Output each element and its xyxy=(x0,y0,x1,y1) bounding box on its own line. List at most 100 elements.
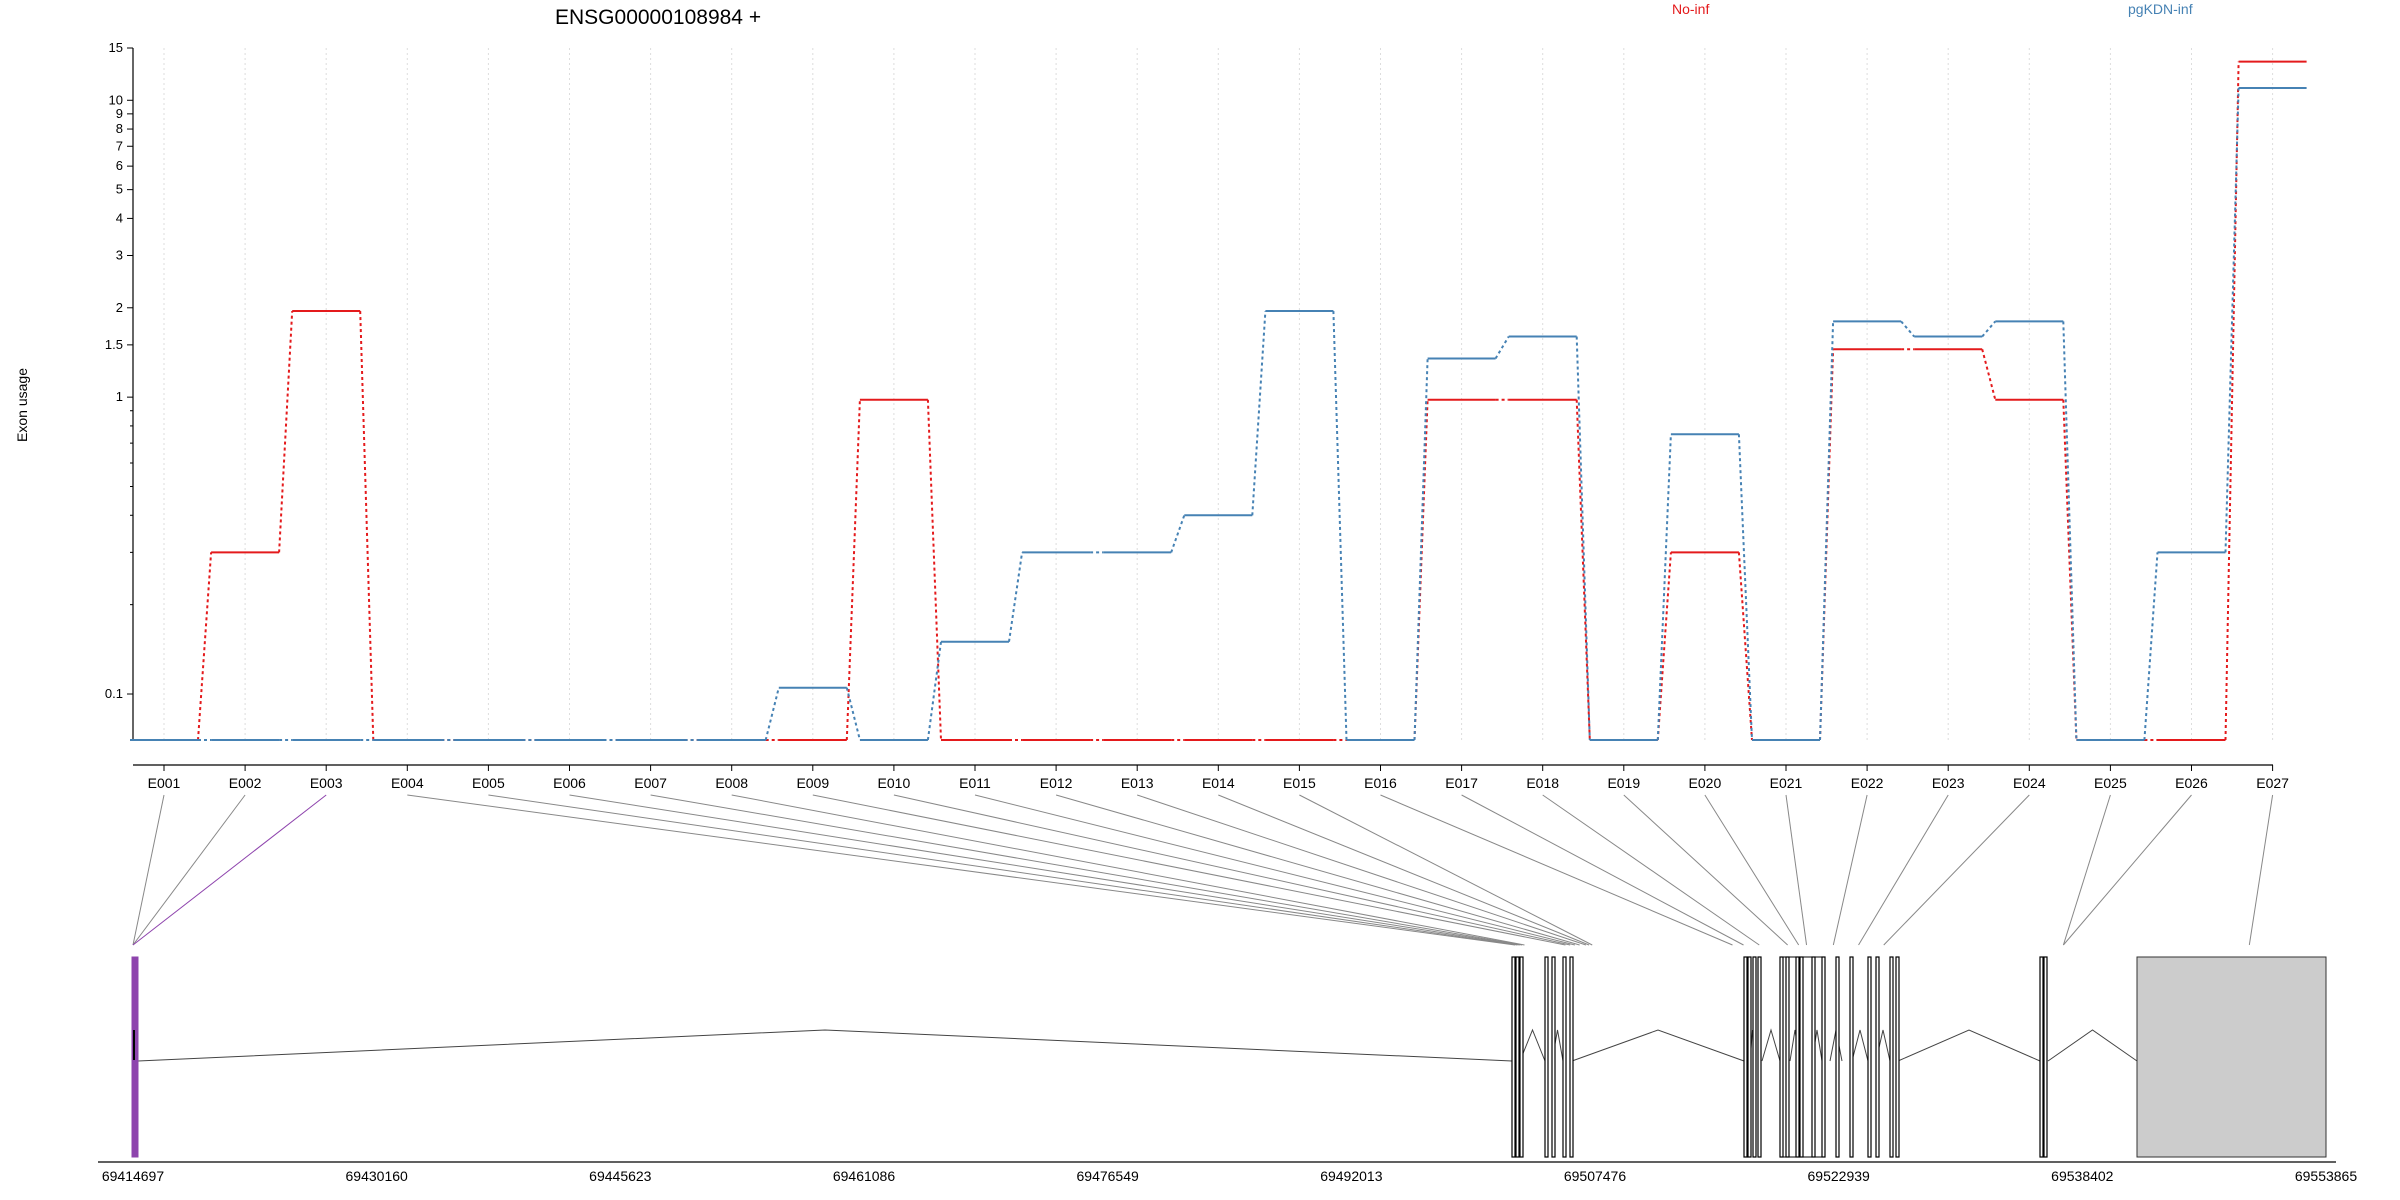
coord-tick-label: 69538402 xyxy=(2051,1168,2114,1184)
y-tick-label: 9 xyxy=(116,106,123,121)
x-tick-label-E008: E008 xyxy=(715,775,748,791)
connector-E024 xyxy=(1883,794,2030,946)
y-tick-label: 0.1 xyxy=(105,686,123,701)
series-connector-pgKDN-inf xyxy=(2062,321,2078,741)
connector-E017 xyxy=(1461,794,1744,946)
connector-E018 xyxy=(1542,794,1760,946)
coord-tick-label: 69553865 xyxy=(2295,1168,2358,1184)
connector-E020 xyxy=(1704,794,1800,946)
connector-E005 xyxy=(488,794,1518,946)
connector-E016 xyxy=(1380,794,1733,946)
series-connector-pgKDN-inf xyxy=(1656,434,1672,741)
coord-tick-label: 69507476 xyxy=(1564,1168,1627,1184)
exon-block xyxy=(1757,956,1762,1158)
x-tick-label-E015: E015 xyxy=(1283,775,1316,791)
intron-line xyxy=(1761,1028,1781,1062)
exon-block xyxy=(1743,956,1748,1158)
series-connector-No-inf xyxy=(926,399,942,741)
intron-line xyxy=(1519,1028,1546,1062)
legend-series-1: No-inf xyxy=(1672,1,1709,17)
x-tick-label-E018: E018 xyxy=(1526,775,1559,791)
y-tick-label: 1 xyxy=(116,389,123,404)
connector-E009 xyxy=(812,794,1566,946)
gene-title: ENSG00000108984 + xyxy=(555,6,761,29)
genomic-coordinate-axis: 69414697 69430160 69445623 69461086 69476549… xyxy=(98,1161,2358,1184)
y-tick-label: 8 xyxy=(116,121,123,136)
vertical-grid xyxy=(163,48,2274,740)
connector-E001 xyxy=(132,794,165,946)
connector-E025 xyxy=(2062,794,2111,946)
series-connector-pgKDN-inf xyxy=(764,687,780,741)
series-connector-pgKDN-inf xyxy=(1332,311,1348,741)
coord-tick-label: 69492013 xyxy=(1320,1168,1383,1184)
x-tick-label-E002: E002 xyxy=(229,775,262,791)
series-connector-pgKDN-inf xyxy=(1981,320,1997,338)
exon-block xyxy=(1785,956,1790,1158)
y-tick-label: 7 xyxy=(116,138,123,153)
connector-E007 xyxy=(650,794,1523,946)
x-tick-label-E022: E022 xyxy=(1851,775,1884,791)
x-tick-label-E001: E001 xyxy=(148,775,181,791)
connector-E012 xyxy=(1055,794,1580,946)
series-connector-pgKDN-inf xyxy=(1819,321,1835,741)
y-axis-label: Exon usage xyxy=(14,368,30,442)
intron-line xyxy=(137,1029,1513,1062)
y-tick-label: 1.5 xyxy=(105,337,123,352)
exon-block xyxy=(1895,956,1900,1158)
exon-block xyxy=(1867,956,1872,1158)
x-tick-label-E006: E006 xyxy=(553,775,586,791)
intron-line xyxy=(2047,1029,2138,1062)
x-tick-label-E019: E019 xyxy=(1607,775,1640,791)
exon-block xyxy=(2039,956,2044,1158)
exon-block xyxy=(1562,956,1567,1158)
connector-E004 xyxy=(407,794,1516,946)
exon-block xyxy=(1747,956,1752,1158)
series-connector-No-inf xyxy=(1575,399,1591,741)
x-tick-label-E021: E021 xyxy=(1770,775,1803,791)
exon-block xyxy=(2043,956,2048,1158)
x-tick-label-E010: E010 xyxy=(878,775,911,791)
coord-tick-label: 69461086 xyxy=(833,1168,896,1184)
intron-line xyxy=(1897,1029,2041,1062)
coord-tick-label: 69476549 xyxy=(1077,1168,1140,1184)
x-tick-label-E004: E004 xyxy=(391,775,424,791)
exon-block xyxy=(1551,956,1556,1158)
exon-block xyxy=(1544,956,1549,1158)
x-tick-label-E014: E014 xyxy=(1202,775,1235,791)
connector-E014 xyxy=(1218,794,1590,946)
exon-block-terminal xyxy=(2136,956,2327,1158)
connector-E027 xyxy=(2248,794,2274,946)
y-tick-label: 6 xyxy=(116,158,123,173)
series-connector-pgKDN-inf xyxy=(1900,320,1915,338)
series-connector-pgKDN-inf xyxy=(1494,336,1510,359)
connector-E022 xyxy=(1832,794,1868,946)
exon-block xyxy=(1511,956,1516,1158)
exon-block xyxy=(1519,956,1524,1158)
x-tick-label-E003: E003 xyxy=(310,775,343,791)
series-connector-pgKDN-inf xyxy=(1413,358,1429,741)
x-axis: E001 E002 E003 E004 E005 E006 E007 E008 E009 E010… xyxy=(133,764,2289,791)
series-connector-pgKDN-inf xyxy=(1170,514,1186,553)
x-tick-label-E027: E027 xyxy=(2256,775,2289,791)
exon-block xyxy=(1779,956,1797,1158)
series-connector-pgKDN-inf xyxy=(926,641,942,741)
x-tick-label-E007: E007 xyxy=(634,775,667,791)
y-tick-label: 5 xyxy=(116,182,123,197)
exon-block xyxy=(1569,956,1574,1158)
legend: No-inf pgKDN-inf xyxy=(1672,1,2193,17)
x-tick-label-E024: E024 xyxy=(2013,775,2046,791)
y-tick-label: 3 xyxy=(116,248,123,263)
series-connector-No-inf xyxy=(359,311,375,741)
connector-E010 xyxy=(893,794,1571,946)
coord-tick-label: 69445623 xyxy=(589,1168,652,1184)
series-connector-pgKDN-inf xyxy=(1575,336,1591,741)
series-connector-No-inf xyxy=(2224,61,2240,741)
x-tick-label-E020: E020 xyxy=(1689,775,1722,791)
connector-E002 xyxy=(132,794,246,946)
coord-tick-label: 69430160 xyxy=(346,1168,409,1184)
connector-E013 xyxy=(1137,794,1587,946)
x-tick-label-E017: E017 xyxy=(1445,775,1478,791)
exon-block-mark xyxy=(133,1030,135,1060)
